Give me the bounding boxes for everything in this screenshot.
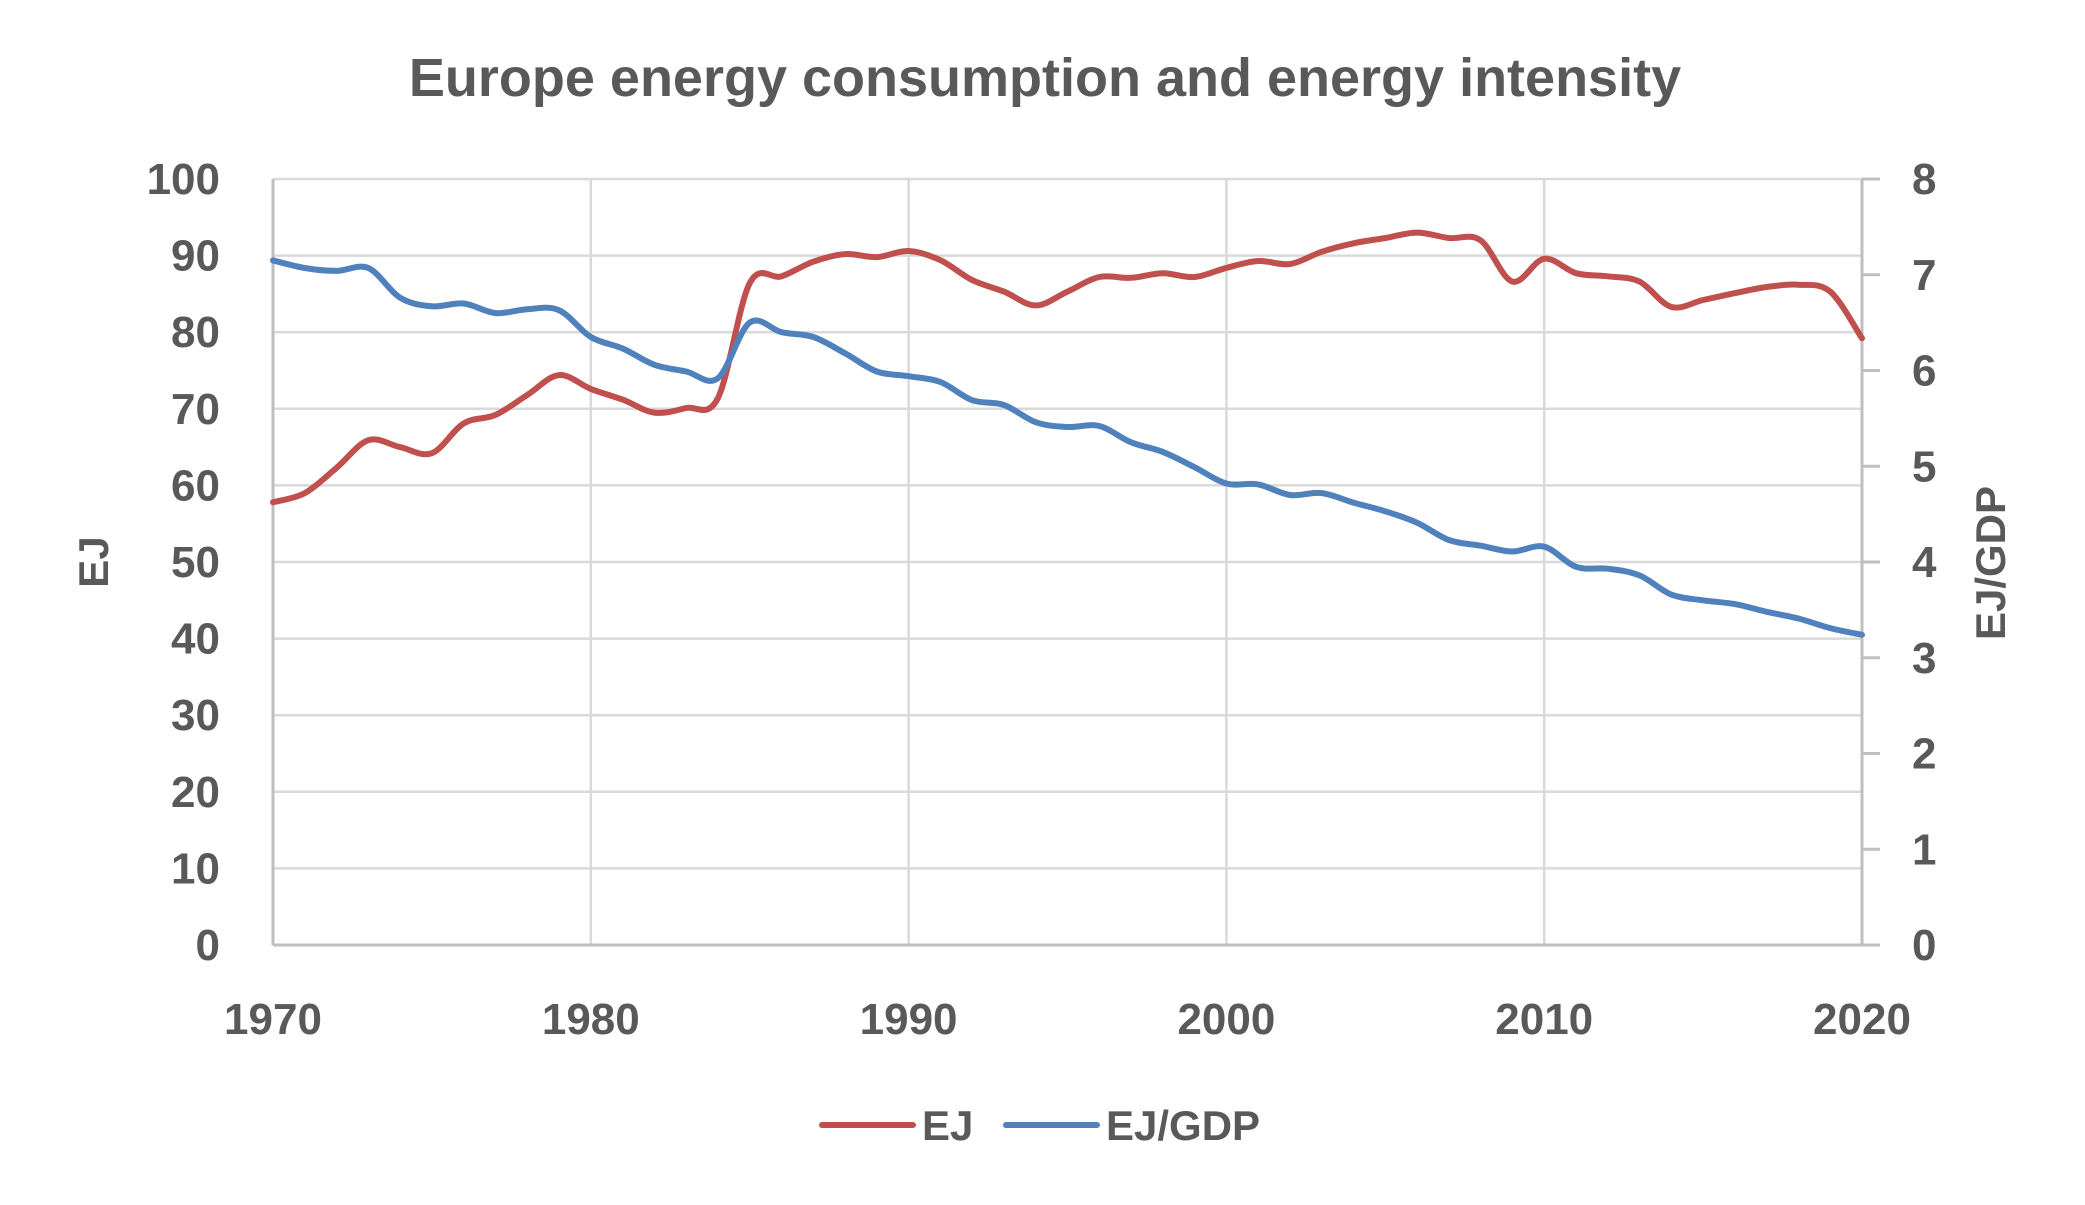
y2-tick-label: 3 bbox=[1912, 634, 1936, 683]
chart-title: Europe energy consumption and energy int… bbox=[409, 48, 1681, 108]
x-tick-label: 1970 bbox=[224, 995, 322, 1044]
y-axis-right-ticks: 0 1 2 3 4 5 6 7 8 bbox=[1862, 155, 1937, 970]
y-tick-label: 30 bbox=[171, 691, 220, 740]
y-tick-label: 60 bbox=[171, 461, 220, 510]
y2-tick-label: 4 bbox=[1912, 538, 1937, 587]
series-layer bbox=[270, 229, 1865, 638]
y-axis-left-title: EJ bbox=[70, 536, 117, 587]
y2-tick-label: 1 bbox=[1912, 825, 1936, 874]
x-tick-label: 2010 bbox=[1495, 995, 1593, 1044]
x-tick-label: 2020 bbox=[1813, 995, 1911, 1044]
x-axis-ticks: 1970 1980 1990 2000 2010 2020 bbox=[224, 995, 1911, 1044]
y-tick-label: 40 bbox=[171, 615, 220, 664]
series-line-ej-gdp bbox=[270, 257, 1865, 638]
y2-tick-label: 5 bbox=[1912, 442, 1936, 491]
y-tick-label: 0 bbox=[196, 921, 220, 970]
y-tick-label: 100 bbox=[147, 155, 220, 204]
y2-tick-label: 6 bbox=[1912, 347, 1936, 396]
y-axis-left-ticks: 0 10 20 30 40 50 60 70 80 90 100 bbox=[147, 155, 220, 970]
legend: EJ EJ/GDP bbox=[819, 1102, 1260, 1149]
series-line-ej bbox=[270, 229, 1865, 506]
x-tick-label: 2000 bbox=[1177, 995, 1275, 1044]
y-tick-label: 80 bbox=[171, 308, 220, 357]
y-tick-label: 10 bbox=[171, 844, 220, 893]
x-tick-label: 1980 bbox=[542, 995, 640, 1044]
y2-tick-label: 8 bbox=[1912, 155, 1936, 204]
y-tick-label: 90 bbox=[171, 232, 220, 281]
x-tick-label: 1990 bbox=[860, 995, 958, 1044]
y-axis-right-title: EJ/GDP bbox=[1967, 486, 2014, 640]
y2-tick-label: 2 bbox=[1912, 730, 1936, 779]
y-tick-label: 50 bbox=[171, 538, 220, 587]
legend-label-ej-gdp: EJ/GDP bbox=[1106, 1102, 1260, 1149]
y-tick-label: 70 bbox=[171, 385, 220, 434]
y2-tick-label: 7 bbox=[1912, 251, 1936, 300]
y-tick-label: 20 bbox=[171, 768, 220, 817]
legend-label-ej: EJ bbox=[922, 1102, 973, 1149]
y2-tick-label: 0 bbox=[1912, 921, 1936, 970]
